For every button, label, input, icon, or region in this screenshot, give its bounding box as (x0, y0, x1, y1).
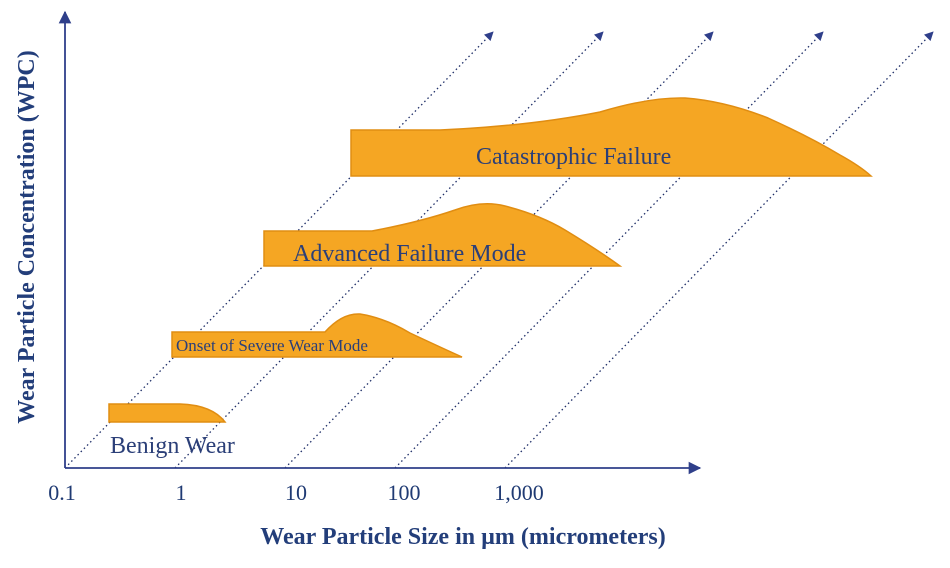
guide-line (64, 31, 494, 469)
x-axis-title: Wear Particle Size in µm (micrometers) (260, 524, 665, 550)
label-advanced-failure: Advanced Failure Mode (293, 241, 526, 267)
guide-line (394, 31, 824, 469)
region-onset-severe-wear (171, 313, 463, 358)
label-onset-severe-wear: Onset of Severe Wear Mode (176, 336, 368, 355)
guide-line (174, 31, 604, 469)
guide-line (504, 31, 934, 469)
region-catastrophic-failure (350, 97, 873, 177)
label-catastrophic-failure: Catastrophic Failure (476, 144, 671, 170)
x-tick-label: 0.1 (48, 480, 76, 505)
x-tick-label: 1,000 (494, 480, 544, 505)
region-advanced-failure (263, 203, 623, 267)
label-benign-wear: Benign Wear (110, 433, 235, 459)
y-axis-title: Wear Particle Concentration (WPC) (14, 50, 40, 423)
region-benign-wear (108, 403, 227, 423)
x-tick-label: 100 (388, 480, 421, 505)
x-tick-label: 1 (176, 480, 187, 505)
x-tick-label: 10 (285, 480, 307, 505)
